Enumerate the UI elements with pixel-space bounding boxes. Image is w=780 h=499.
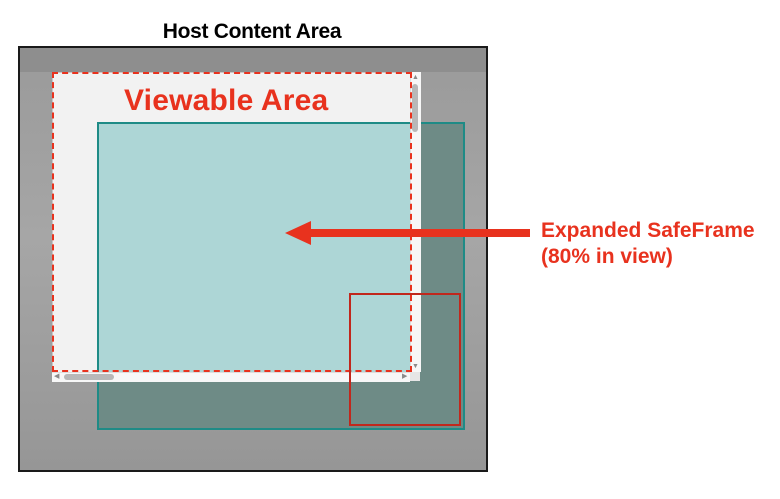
chevron-left-icon[interactable]: ◀ <box>54 373 60 380</box>
safeframe-callout: Expanded SafeFrame (80% in view) <box>541 218 755 270</box>
chevron-up-icon[interactable]: ▲ <box>412 74 419 81</box>
scrollbar-corner <box>410 372 420 381</box>
host-content-area-title: Host Content Area <box>162 20 342 43</box>
safeframe-visible-portion <box>97 122 412 374</box>
viewable-area-boundary <box>52 72 412 372</box>
safeframe-corner-zone <box>349 293 461 426</box>
viewable-area-title: Viewable Area <box>124 84 329 117</box>
host-area-top-band <box>20 48 486 72</box>
callout-line-1: Expanded SafeFrame <box>541 219 755 242</box>
horizontal-scrollbar[interactable] <box>52 372 410 382</box>
callout-line-2: (80% in view) <box>541 245 673 268</box>
horizontal-scroll-thumb[interactable] <box>64 374 114 380</box>
vertical-scroll-thumb[interactable] <box>412 84 418 132</box>
chevron-down-icon[interactable]: ▼ <box>412 363 419 370</box>
arrow-left-icon <box>285 221 530 245</box>
chevron-right-icon[interactable]: ▶ <box>402 373 408 380</box>
